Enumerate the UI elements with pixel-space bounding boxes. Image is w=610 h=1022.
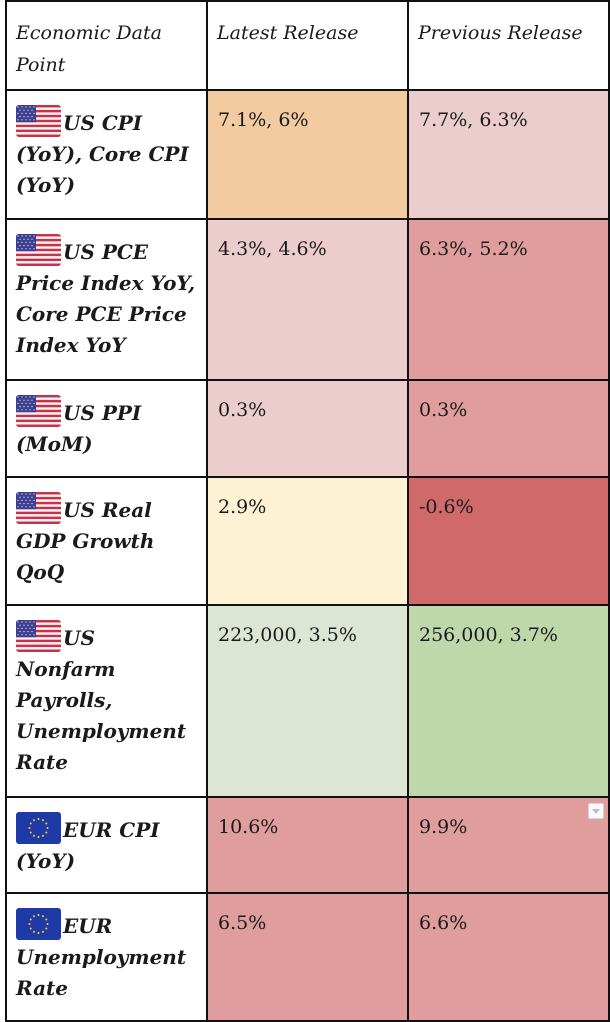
header-latest-release: Latest Release [206,0,409,91]
row-name: US PPI (MoM) [16,401,142,456]
table-row: US Real GDP Growth QoQ 2.9% -0.6% [5,476,610,606]
row-name: US PCE Price Index YoY, Core PCE Price I… [16,240,196,357]
previous-release-value: -0.6% [419,496,474,518]
table-row: US Nonfarm Payrolls, Unemployment Rate 2… [5,604,610,798]
row-name-cell: US CPI (YoY), Core CPI (YoY) [5,89,208,220]
latest-release-value: 4.3%, 4.6% [218,238,327,260]
latest-release-value: 223,000, 3.5% [218,624,357,646]
row-name-cell: US PPI (MoM) [5,379,208,478]
table-row: US PPI (MoM) 0.3% 0.3% [5,379,610,478]
previous-release-value: 6.6% [419,912,468,934]
previous-release-value: 7.7%, 6.3% [419,109,528,131]
table-row: EUR Unemployment Rate 6.5% 6.6% [5,892,610,1022]
previous-release-cell: 6.3%, 5.2% [407,218,610,381]
latest-release-value: 2.9% [218,496,267,518]
row-name: US Real GDP Growth QoQ [16,498,155,584]
row-name: EUR CPI (YoY) [16,818,160,873]
previous-release-cell: 0.3% [407,379,610,478]
eu-flag-icon [16,812,61,844]
row-name: EUR Unemployment Rate [16,914,187,1000]
latest-release-cell: 6.5% [206,892,409,1022]
latest-release-cell: 7.1%, 6% [206,89,409,220]
previous-release-value: 256,000, 3.7% [419,624,558,646]
previous-release-cell: 6.6% [407,892,610,1022]
latest-release-cell: 0.3% [206,379,409,478]
us-flag-icon [16,395,61,427]
eu-flag-icon [16,908,61,940]
table-row: EUR CPI (YoY) 10.6% 9.9% [5,796,610,894]
header-row: Economic Data Point Latest Release Previ… [5,0,610,91]
latest-release-value: 7.1%, 6% [218,109,309,131]
row-name-cell: US Real GDP Growth QoQ [5,476,208,606]
row-name: US Nonfarm Payrolls, Unemployment Rate [16,626,187,774]
us-flag-icon [16,234,61,266]
latest-release-cell: 2.9% [206,476,409,606]
previous-release-cell: 7.7%, 6.3% [407,89,610,220]
latest-release-cell: 4.3%, 4.6% [206,218,409,381]
latest-release-cell: 223,000, 3.5% [206,604,409,798]
row-name-cell: US Nonfarm Payrolls, Unemployment Rate [5,604,208,798]
previous-release-cell: 256,000, 3.7% [407,604,610,798]
latest-release-cell: 10.6% [206,796,409,894]
previous-release-cell: 9.9% [407,796,610,894]
header-previous-release: Previous Release [407,0,610,91]
previous-release-value: 6.3%, 5.2% [419,238,528,260]
table-row: US CPI (YoY), Core CPI (YoY) 7.1%, 6% 7.… [5,89,610,220]
previous-release-value: 9.9% [419,816,468,838]
row-name-cell: US PCE Price Index YoY, Core PCE Price I… [5,218,208,381]
us-flag-icon [16,105,61,137]
latest-release-value: 0.3% [218,399,267,421]
row-name-cell: EUR Unemployment Rate [5,892,208,1022]
chevron-down-icon[interactable] [588,803,604,819]
economic-data-table: Economic Data Point Latest Release Previ… [5,0,610,1022]
us-flag-icon [16,492,61,524]
row-name: US CPI (YoY), Core CPI (YoY) [16,111,189,197]
previous-release-cell: -0.6% [407,476,610,606]
table-row: US PCE Price Index YoY, Core PCE Price I… [5,218,610,381]
us-flag-icon [16,620,61,652]
latest-release-value: 10.6% [218,816,279,838]
latest-release-value: 6.5% [218,912,267,934]
previous-release-value: 0.3% [419,399,468,421]
row-name-cell: EUR CPI (YoY) [5,796,208,894]
header-economic-data-point: Economic Data Point [5,0,208,91]
